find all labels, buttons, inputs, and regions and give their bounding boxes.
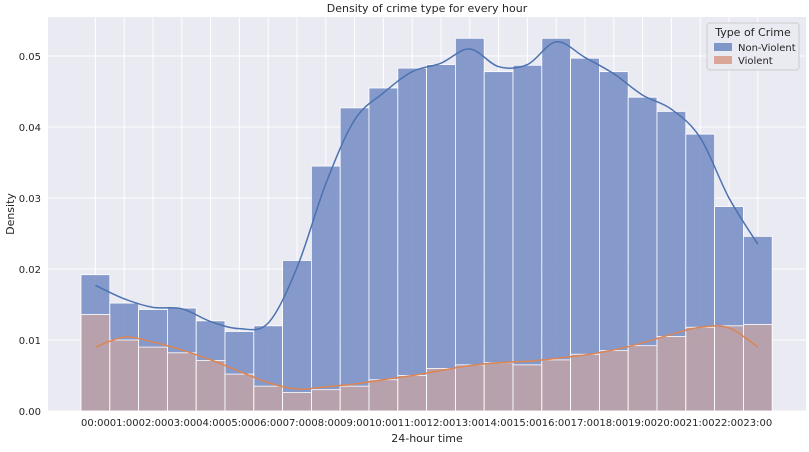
- x-axis-label: 24-hour time: [391, 432, 463, 445]
- legend-swatch: [714, 43, 732, 51]
- x-tick-label: 04:00: [196, 418, 225, 429]
- x-tick-labels: 00:00 01:00 02:00 03:00 04:00 05:00 06:00 07:00…: [81, 418, 772, 429]
- legend: Type of Crime Non-Violent Violent: [706, 22, 800, 71]
- bar-non-violent: [310, 165, 341, 412]
- x-tick-label: 17:00: [571, 418, 600, 429]
- y-tick-label: 0.04: [19, 123, 41, 134]
- x-tick-label: 12:00: [427, 418, 456, 429]
- bar-non-violent: [483, 71, 514, 412]
- x-tick-label: 11:00: [398, 418, 427, 429]
- bar-violent: [166, 352, 197, 412]
- x-tick-label: 23:00: [743, 418, 772, 429]
- bar-non-violent: [339, 107, 370, 412]
- x-tick-label: 02:00: [139, 418, 168, 429]
- y-tick-labels: 0.00 0.01 0.02 0.03 0.04 0.05: [19, 52, 41, 418]
- y-tick-label: 0.05: [19, 52, 41, 63]
- bar-violent: [224, 373, 255, 412]
- legend-swatch: [714, 56, 732, 64]
- x-tick-label: 19:00: [628, 418, 657, 429]
- bar-violent: [397, 375, 427, 412]
- kde-line-violent: [95, 325, 759, 390]
- bars: [80, 37, 773, 412]
- x-tick-label: 20:00: [657, 418, 686, 429]
- bar-violent: [743, 323, 773, 412]
- bar-violent: [426, 368, 456, 412]
- legend-label: Non-Violent: [738, 43, 796, 54]
- bar-non-violent: [282, 260, 312, 412]
- bar-violent: [656, 336, 687, 412]
- x-tick-label: 00:00: [81, 418, 110, 429]
- x-tick-label: 06:00: [254, 418, 283, 429]
- legend-title: Type of Crime: [714, 26, 791, 39]
- bar-non-violent: [512, 64, 543, 412]
- kde-curves: [95, 41, 759, 390]
- bar-non-violent: [397, 67, 427, 412]
- chart-title: Density of crime type for every hour: [327, 2, 528, 15]
- bar-violent: [138, 346, 168, 412]
- x-tick-label: 05:00: [225, 418, 254, 429]
- bar-violent: [282, 392, 312, 412]
- x-tick-label: 21:00: [686, 418, 715, 429]
- y-tick-label: 0.01: [19, 336, 41, 347]
- x-tick-label: 22:00: [715, 418, 744, 429]
- bar-non-violent: [454, 37, 485, 412]
- bar-violent: [253, 385, 284, 412]
- x-tick-label: 09:00: [340, 418, 369, 429]
- bar-violent: [368, 379, 399, 412]
- x-tick-label: 01:00: [110, 418, 139, 429]
- bar-violent: [512, 364, 543, 412]
- bar-violent: [310, 389, 341, 412]
- x-tick-label: 16:00: [542, 418, 571, 429]
- bar-violent: [627, 345, 658, 412]
- bar-violent: [454, 364, 485, 412]
- bar-non-violent: [541, 37, 571, 412]
- x-tick-label: 15:00: [513, 418, 542, 429]
- bar-violent: [541, 359, 571, 412]
- x-tick-label: 10:00: [369, 418, 398, 429]
- x-tick-label: 18:00: [599, 418, 628, 429]
- bar-violent: [714, 325, 744, 412]
- y-tick-label: 0.00: [19, 407, 41, 418]
- kde-line-non-violent: [95, 41, 759, 331]
- legend-items: Non-Violent Violent: [714, 43, 796, 67]
- bar-violent: [599, 350, 629, 412]
- bar-violent: [195, 360, 226, 412]
- y-axis-label: Density: [4, 193, 17, 235]
- x-tick-label: 14:00: [484, 418, 513, 429]
- bar-violent: [339, 385, 370, 412]
- bar-non-violent: [426, 64, 456, 412]
- bar-violent: [685, 326, 715, 412]
- bar-violent: [80, 314, 111, 412]
- x-tick-label: 13:00: [455, 418, 484, 429]
- x-tick-label: 07:00: [283, 418, 312, 429]
- x-tick-label: 03:00: [167, 418, 196, 429]
- bar-violent: [109, 339, 140, 412]
- y-tick-label: 0.02: [19, 265, 41, 276]
- bar-violent: [483, 362, 514, 412]
- y-tick-label: 0.03: [19, 194, 41, 205]
- x-tick-label: 08:00: [311, 418, 340, 429]
- legend-label: Violent: [738, 56, 773, 67]
- bar-violent: [570, 353, 600, 412]
- bar-non-violent: [368, 87, 399, 412]
